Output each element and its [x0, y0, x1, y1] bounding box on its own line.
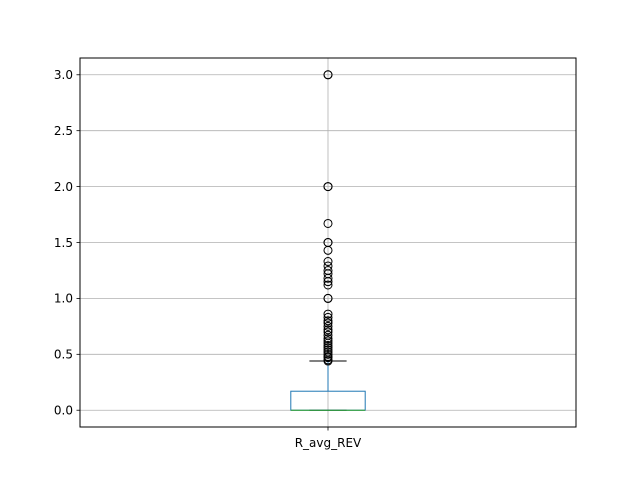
outlier-point — [323, 70, 333, 80]
outlier-point — [323, 182, 333, 192]
axis-ticks: 0.0 0.5 1.0 1.5 2.0 2.5 3.0 R_avg_REV — [54, 68, 362, 450]
y-tick-label: 2.0 — [54, 180, 73, 194]
outlier-point — [323, 321, 333, 331]
x-tick-label: R_avg_REV — [295, 436, 362, 450]
y-tick-label: 2.5 — [54, 124, 73, 138]
outlier-point — [323, 325, 333, 335]
outlier-point — [323, 343, 333, 353]
outlier-point — [323, 309, 333, 319]
outlier-point — [323, 265, 333, 275]
outlier-point — [323, 327, 333, 337]
outlier-point — [323, 257, 333, 267]
y-tick-label: 0.5 — [54, 348, 73, 362]
outlier-point — [323, 316, 333, 326]
outlier-point — [323, 345, 333, 355]
outlier-point — [323, 218, 333, 228]
outlier-point — [323, 261, 333, 271]
y-tick-label: 1.5 — [54, 236, 73, 250]
box-layer — [290, 360, 366, 411]
outlier-points — [323, 70, 333, 366]
outlier-point — [323, 330, 333, 340]
outlier-point — [323, 347, 333, 357]
outlier-point — [323, 280, 333, 290]
grid-lines — [80, 58, 576, 427]
y-tick-label: 1.0 — [54, 292, 73, 306]
y-tick-label: 3.0 — [54, 68, 73, 82]
outlier-point — [323, 312, 333, 322]
outlier-point — [323, 340, 333, 350]
outlier-point — [323, 238, 333, 247]
outlier-point — [323, 318, 333, 328]
outlier-point — [323, 352, 333, 362]
outlier-point — [323, 293, 333, 303]
outlier-point — [323, 336, 333, 346]
outlier-point — [323, 349, 333, 359]
outlier-point — [323, 334, 333, 344]
y-tick-label: 0.0 — [54, 404, 73, 418]
